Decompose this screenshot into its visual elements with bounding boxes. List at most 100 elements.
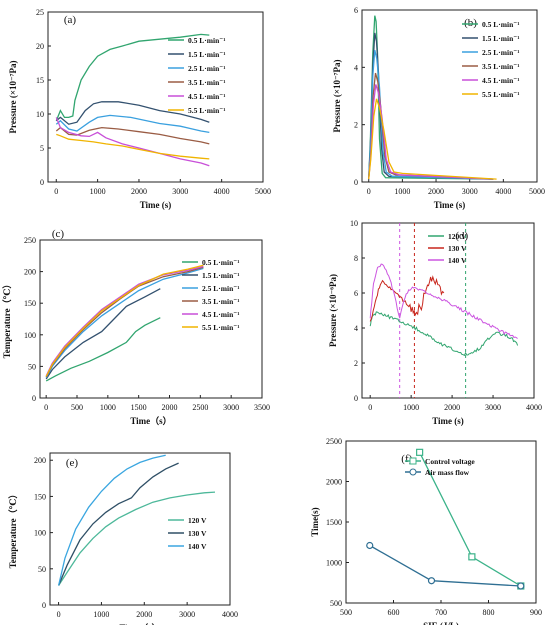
- y-tick-label: 15: [36, 76, 44, 85]
- panel-e: 0 1000 2000 3000 4000 0 50 100 150 200 Time（s） Temp…: [8, 452, 238, 625]
- legend-entry: Air mass flow: [425, 468, 470, 477]
- panel-label: (b): [464, 17, 477, 29]
- y-tick-label: 2000: [326, 478, 342, 487]
- series-line: [369, 544, 521, 587]
- x-tick-label: 3000: [223, 403, 239, 412]
- series-line: [55, 33, 210, 122]
- legend-entry: 4.5 L·min⁻¹: [202, 310, 239, 319]
- panel-label: (e): [66, 457, 79, 469]
- x-tick-label: 3500: [254, 403, 270, 412]
- series-line: [368, 84, 494, 180]
- y-tick-label: 1000: [326, 559, 342, 568]
- plot-frame: [361, 9, 538, 183]
- legend: 120 V 130 V 140 V: [428, 232, 467, 265]
- series-line: [368, 98, 497, 180]
- x-tick-label: 3000: [485, 403, 501, 412]
- series-line: [45, 288, 161, 380]
- legend-entry: 2.5 L·min⁻¹: [482, 48, 519, 57]
- legend: 0.5 L·min⁻¹ 1.5 L·min⁻¹ 2.5 L·min⁻¹ 3.5 L·m…: [182, 258, 239, 332]
- data-point: [427, 577, 436, 585]
- panel-b: 0 1000 2000 3000 4000 5000 0 2 4 6 Time (s) Pressur…: [332, 6, 545, 210]
- y-axis-label: Temperature（℃）: [2, 280, 12, 359]
- plot-frame: [361, 222, 535, 399]
- legend-entry: 0.5 L·min⁻¹: [482, 20, 519, 29]
- x-tick-label: 800: [483, 608, 495, 617]
- series-line: [368, 49, 494, 180]
- x-tick-label: 2000: [444, 403, 460, 412]
- legend-entry: 4.5 L·min⁻¹: [188, 92, 225, 101]
- y-tick-label: 4: [354, 63, 358, 72]
- y-tick-label: 150: [34, 492, 46, 501]
- x-tick-label: 0: [57, 610, 61, 619]
- y-tick-label: 5: [40, 144, 44, 153]
- series-line: [45, 264, 204, 377]
- data-point: [517, 582, 525, 590]
- x-axis-label: Time (s): [434, 200, 466, 210]
- x-tick-label: 4000: [214, 187, 230, 196]
- x-tick-label: 4000: [495, 187, 511, 196]
- legend-entry: 140 V: [448, 256, 467, 265]
- x-tick-label: 0: [367, 187, 371, 196]
- panel-label: (f): [401, 453, 412, 465]
- y-tick-label: 2500: [326, 437, 342, 446]
- x-tick-label: 1500: [131, 403, 147, 412]
- y-axis-label: Pressure (×10⁻⁷Pa): [8, 61, 18, 134]
- series-line: [56, 133, 210, 160]
- y-tick-label: 250: [24, 236, 36, 245]
- x-tick-label: 3000: [179, 610, 195, 619]
- x-axis-label: Time（s）: [119, 623, 160, 625]
- data-point: [366, 541, 374, 550]
- series-line: [58, 491, 216, 586]
- y-tick-label: 8: [354, 254, 358, 263]
- y-tick-label: 25: [36, 8, 44, 17]
- x-tick-label: 700: [435, 608, 447, 617]
- series-line: [55, 101, 210, 125]
- series-line: [45, 265, 204, 377]
- panel-label: (d): [455, 230, 468, 242]
- y-tick-label: 100: [24, 331, 36, 340]
- y-axis-label: Temperature（℃）: [8, 490, 18, 569]
- y-tick-label: 2: [354, 359, 358, 368]
- y-tick-label: 6: [354, 6, 358, 15]
- y-tick-label: 1500: [326, 518, 342, 527]
- legend-entry: 2.5 L·min⁻¹: [188, 64, 225, 73]
- x-tick-label: 5000: [529, 187, 545, 196]
- x-tick-label: 2000: [428, 187, 444, 196]
- x-tick-label: 1000: [394, 187, 410, 196]
- legend-entry: 5.5 L·min⁻¹: [482, 90, 519, 99]
- x-tick-label: 900: [530, 608, 542, 617]
- y-tick-label: 10: [36, 110, 44, 119]
- series-line: [55, 117, 210, 167]
- legend: 0.5 L·min⁻¹ 1.5 L·min⁻¹ 2.5 L·min⁻¹ 3.5 L·m…: [168, 36, 225, 115]
- legend-marker: [409, 457, 417, 465]
- x-axis-label: Time（s）: [130, 416, 171, 426]
- plot-frame: [49, 452, 231, 606]
- series-line: [45, 266, 204, 378]
- x-tick-label: 1000: [93, 610, 109, 619]
- series-line: [369, 263, 518, 339]
- legend-entry: 2.5 L·min⁻¹: [202, 284, 239, 293]
- x-tick-label: 4000: [222, 610, 238, 619]
- x-tick-label: 3000: [462, 187, 478, 196]
- series-line: [57, 454, 166, 586]
- panel-f: 500 600 700 800 900 500 1000 1500 2000 2500 SIE (J…: [310, 437, 542, 625]
- y-tick-label: 100: [34, 529, 46, 538]
- legend-entry: 5.5 L·min⁻¹: [188, 106, 225, 115]
- legend-marker: [409, 468, 417, 476]
- series-line: [369, 275, 445, 322]
- x-axis-label: Time (s): [432, 416, 464, 426]
- series-line: [45, 317, 161, 382]
- y-tick-label: 2: [354, 121, 358, 130]
- y-tick-label: 0: [42, 601, 46, 610]
- legend-entry: 0.5 L·min⁻¹: [202, 258, 239, 267]
- x-tick-label: 2000: [162, 403, 178, 412]
- x-tick-label: 1000: [90, 187, 106, 196]
- x-tick-label: 500: [340, 608, 352, 617]
- data-point: [468, 553, 476, 561]
- panel-c: 0 500 1000 1500 2000 2500 3000 3500 0 50 100 150 200…: [2, 228, 270, 426]
- series-line: [45, 267, 204, 379]
- series-line: [369, 311, 519, 357]
- y-tick-label: 6: [354, 289, 358, 298]
- series-line: [55, 114, 210, 134]
- legend-entry: 5.5 L·min⁻¹: [202, 323, 239, 332]
